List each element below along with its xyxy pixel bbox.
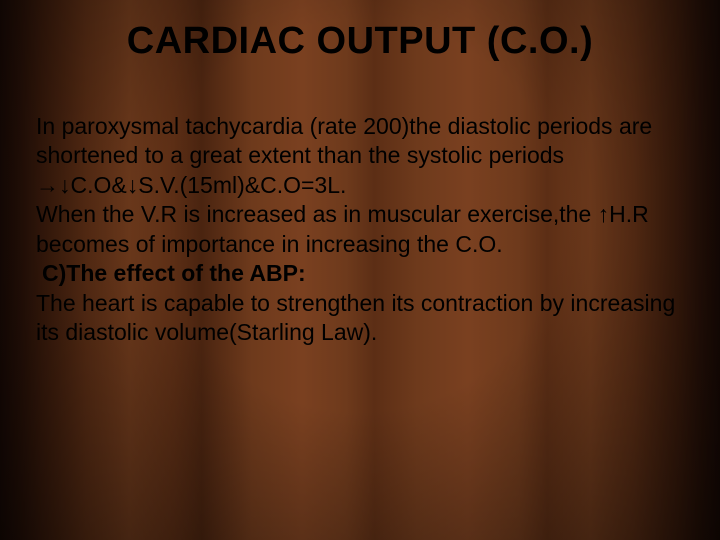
- body-paragraph-2: When the V.R is increased as in muscular…: [36, 200, 684, 259]
- slide-background: CARDIAC OUTPUT (C.O.) In paroxysmal tach…: [0, 0, 720, 540]
- body-paragraph-1: In paroxysmal tachycardia (rate 200)the …: [36, 112, 684, 200]
- body-paragraph-4: The heart is capable to strengthen its c…: [36, 289, 684, 348]
- slide-title: CARDIAC OUTPUT (C.O.): [0, 20, 720, 63]
- slide-body: In paroxysmal tachycardia (rate 200)the …: [36, 112, 684, 348]
- body-subheading: C)The effect of the ABP:: [36, 259, 684, 288]
